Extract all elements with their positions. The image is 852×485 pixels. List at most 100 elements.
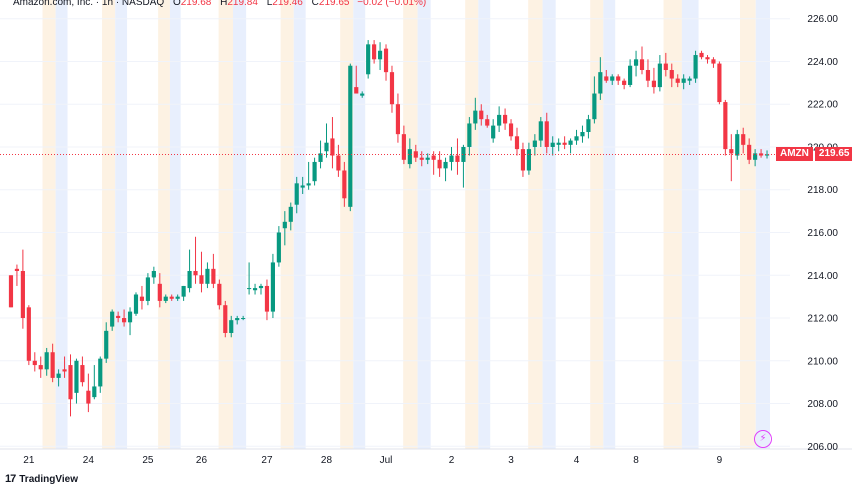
- candle-body: [377, 50, 383, 60]
- x-axis: 21 24 25 26 27 28 Jul 2 3 4 8 9: [23, 455, 722, 466]
- candle-body: [723, 102, 728, 150]
- candle-body: [116, 315, 121, 319]
- candle-body: [491, 125, 496, 139]
- close-label: C: [311, 0, 319, 8]
- session-pre-band: [603, 0, 616, 449]
- session-pre-band: [417, 0, 431, 449]
- candle-body: [14, 268, 20, 271]
- candle-body: [574, 136, 579, 141]
- candle-body: [175, 296, 180, 299]
- candle-body: [235, 318, 240, 321]
- session-post-band: [465, 0, 479, 449]
- candle-body: [92, 386, 97, 398]
- tradingview-brand[interactable]: 17 TradingView: [5, 473, 78, 485]
- candle-body: [616, 76, 621, 81]
- y-tick-label: 224.00: [807, 57, 838, 68]
- candle-body: [699, 52, 704, 58]
- session-pre-band: [478, 0, 491, 449]
- candle-body: [443, 161, 448, 169]
- high-label: H: [220, 0, 228, 8]
- lightning-icon[interactable]: ⚡: [754, 430, 772, 448]
- candle-body: [336, 155, 341, 171]
- y-axis: 206.00 208.00 210.00 212.00 214.00 216.00 218.…: [807, 14, 838, 453]
- candle-body: [229, 320, 234, 333]
- candle-body: [764, 154, 770, 156]
- open-value: 219.68: [180, 0, 212, 8]
- candle-body: [485, 119, 490, 126]
- candle-body: [145, 277, 150, 301]
- candle-body: [473, 110, 478, 124]
- candle-body: [687, 78, 692, 81]
- session-post-band: [102, 0, 116, 449]
- candle-body: [122, 318, 127, 323]
- candle-body: [383, 48, 389, 73]
- candle-body: [217, 283, 222, 306]
- candle-body: [26, 307, 31, 361]
- session-pre-band: [55, 0, 68, 449]
- candle-body: [20, 270, 25, 319]
- y-tick-label: 210.00: [807, 356, 838, 367]
- candle-body: [223, 305, 228, 333]
- y-tick-label: 214.00: [807, 271, 838, 282]
- candle-body: [38, 365, 43, 370]
- x-tick-label: 2: [449, 455, 455, 466]
- session-post-band: [218, 0, 234, 449]
- candle-body: [241, 318, 246, 320]
- candle-body: [258, 285, 264, 289]
- candle-body: [479, 110, 484, 120]
- session-post-band: [158, 0, 170, 449]
- candle-body: [628, 65, 633, 85]
- candle-body: [419, 157, 424, 160]
- candle-body: [580, 132, 585, 137]
- candle-body: [193, 270, 198, 276]
- candle-body: [300, 185, 305, 188]
- candle-body: [413, 151, 418, 158]
- candle-body: [431, 155, 436, 160]
- session-pre-band: [353, 0, 366, 449]
- symbol-legend: Amazon.com, Inc. · 1h · NASDAQ O219.68 H…: [13, 0, 426, 9]
- x-tick-label: 28: [321, 455, 333, 466]
- candle-body: [74, 360, 79, 393]
- session-post-band: [590, 0, 604, 449]
- candle-body: [110, 311, 115, 327]
- session-shading: [42, 0, 770, 449]
- candle-body: [294, 183, 299, 205]
- candle-body: [663, 63, 668, 71]
- low-value: 219.46: [272, 0, 303, 8]
- session-post-band: [403, 0, 418, 449]
- candle-body: [675, 78, 680, 83]
- symbol-title: Amazon.com, Inc. · 1h · NASDAQ: [13, 0, 165, 8]
- candle-body: [449, 155, 454, 162]
- candle-body: [133, 294, 139, 314]
- candle-body: [747, 144, 752, 160]
- session-pre-band: [681, 0, 699, 449]
- candle-body: [270, 262, 275, 312]
- candle-body: [669, 70, 674, 79]
- x-tick-label: 9: [717, 455, 723, 466]
- candle-body: [252, 288, 258, 291]
- session-pre-band: [233, 0, 247, 449]
- candle-body: [318, 153, 323, 162]
- y-tick-label: 208.00: [807, 399, 838, 410]
- candle-body: [157, 283, 162, 301]
- session-pre-band: [169, 0, 181, 449]
- y-tick-label: 216.00: [807, 228, 838, 239]
- candle-body: [741, 134, 746, 145]
- open-label: O: [172, 0, 181, 8]
- candle-body: [753, 153, 758, 160]
- brand-name: TradingView: [19, 473, 78, 485]
- candle-body: [610, 76, 615, 81]
- tradingview-logo-icon: 17: [5, 473, 16, 485]
- candle-body: [32, 360, 37, 366]
- change-value: −0.02 (−0.01%): [357, 0, 427, 8]
- x-tick-label: 3: [508, 455, 514, 466]
- candle-body: [86, 390, 91, 404]
- candle-body: [169, 296, 174, 299]
- candle-body: [407, 149, 412, 165]
- x-tick-label: 8: [633, 455, 639, 466]
- candle-body: [735, 134, 740, 156]
- candle-body: [520, 149, 526, 171]
- candle-body: [366, 44, 371, 75]
- candle-body: [556, 142, 561, 145]
